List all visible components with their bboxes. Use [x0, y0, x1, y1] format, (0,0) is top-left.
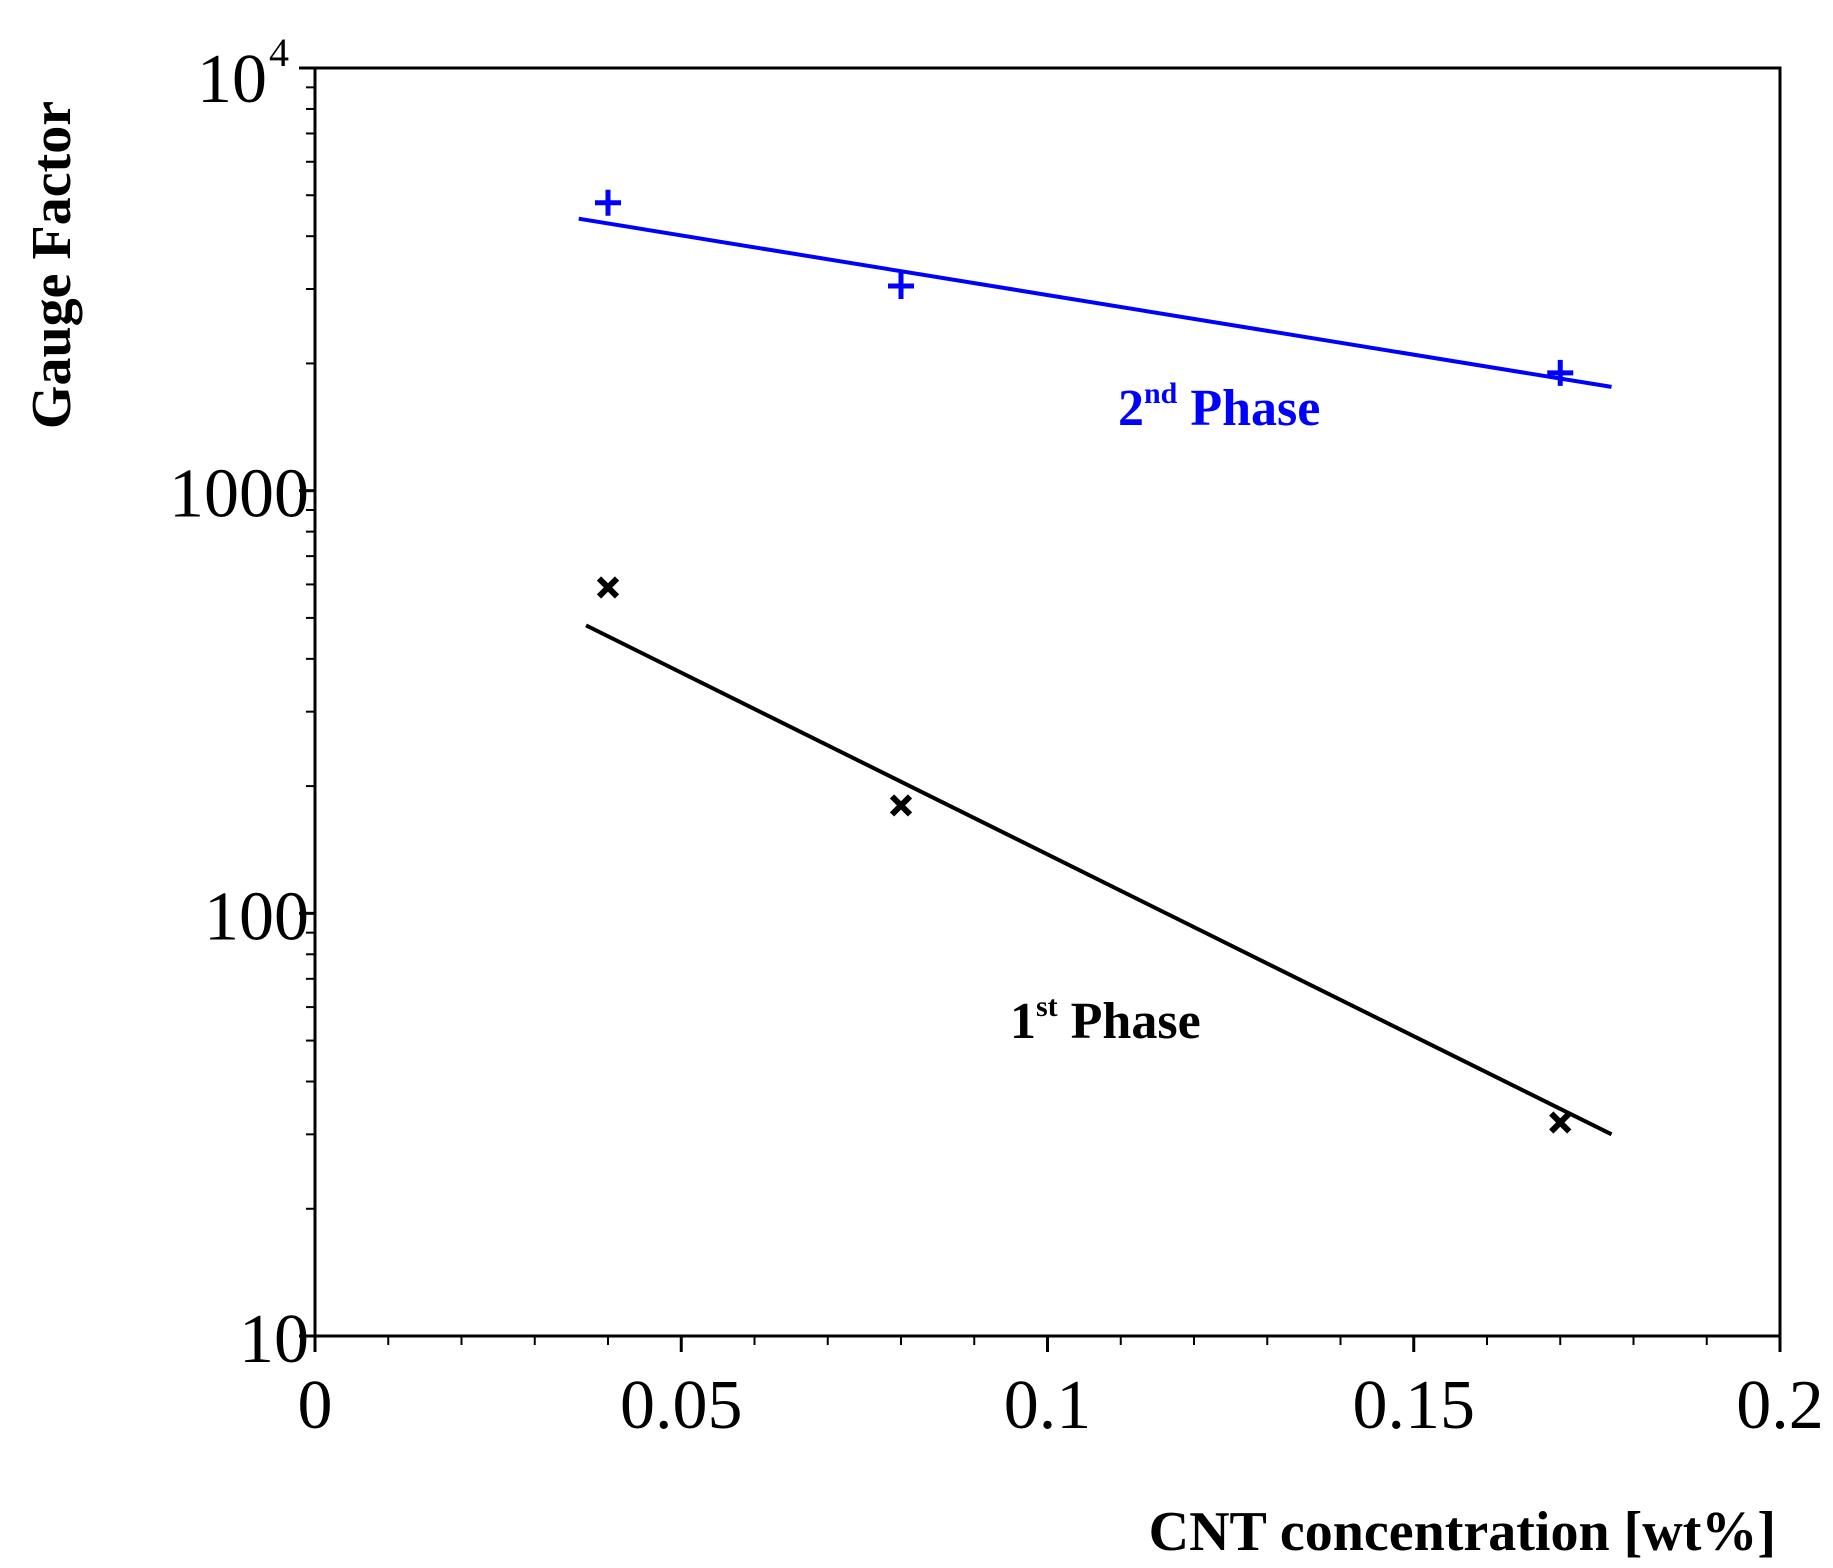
fit-line-2nd-phase [578, 216, 1612, 389]
point-2nd-phase-2 [1547, 359, 1574, 386]
series-layer [578, 189, 1613, 1137]
y-tick-label-exponent: 4 [269, 30, 289, 75]
series-1st-phase [585, 576, 1613, 1137]
series-label-1st-sup: st [1036, 990, 1058, 1023]
fit-line-1st-phase [585, 623, 1613, 1137]
series-label-2nd-phase: 2nd Phase [1118, 377, 1320, 437]
x-major-ticks [313, 1336, 1782, 1352]
y-minor-ticks [306, 86, 315, 1210]
series-label-1st-phase: 1st Phase [1010, 990, 1201, 1050]
series-2nd-phase [578, 189, 1612, 389]
point-2nd-phase-0 [595, 189, 621, 216]
series-label-2nd-sup: nd [1144, 377, 1178, 410]
x-tick-label-1: 0.05 [620, 1367, 743, 1444]
plot-frame [313, 66, 1782, 1338]
y-tick-label-3: 10 [197, 41, 267, 118]
y-tick-label-1: 100 [204, 878, 309, 955]
series-label-2nd-rest: Phase [1177, 380, 1320, 437]
x-tick-labels: 0 0.05 0.1 0.15 0.2 [298, 1367, 1824, 1444]
x-minor-ticks [387, 1336, 1708, 1345]
point-1st-phase-2 [1549, 1111, 1572, 1134]
y-tick-label-0: 10 [239, 1301, 309, 1378]
x-tick-label-3: 0.15 [1353, 1367, 1476, 1444]
y-tick-label-2: 1000 [169, 456, 309, 533]
series-label-1st-rest: Phase [1058, 993, 1201, 1050]
y-major-ticks [299, 66, 315, 1338]
x-tick-label-4: 0.2 [1736, 1367, 1824, 1444]
series-label-1st-main: 1 [1010, 993, 1036, 1050]
point-1st-phase-1 [889, 794, 913, 817]
x-axis-title: CNT concentration [wt%] [1149, 1501, 1776, 1563]
point-2nd-phase-1 [888, 272, 914, 299]
point-1st-phase-0 [596, 576, 620, 599]
series-label-2nd-main: 2 [1118, 380, 1144, 437]
x-tick-label-2: 0.1 [1004, 1367, 1092, 1444]
y-axis-title: Gauge Factor [21, 101, 83, 429]
x-tick-label-0: 0 [298, 1367, 333, 1444]
